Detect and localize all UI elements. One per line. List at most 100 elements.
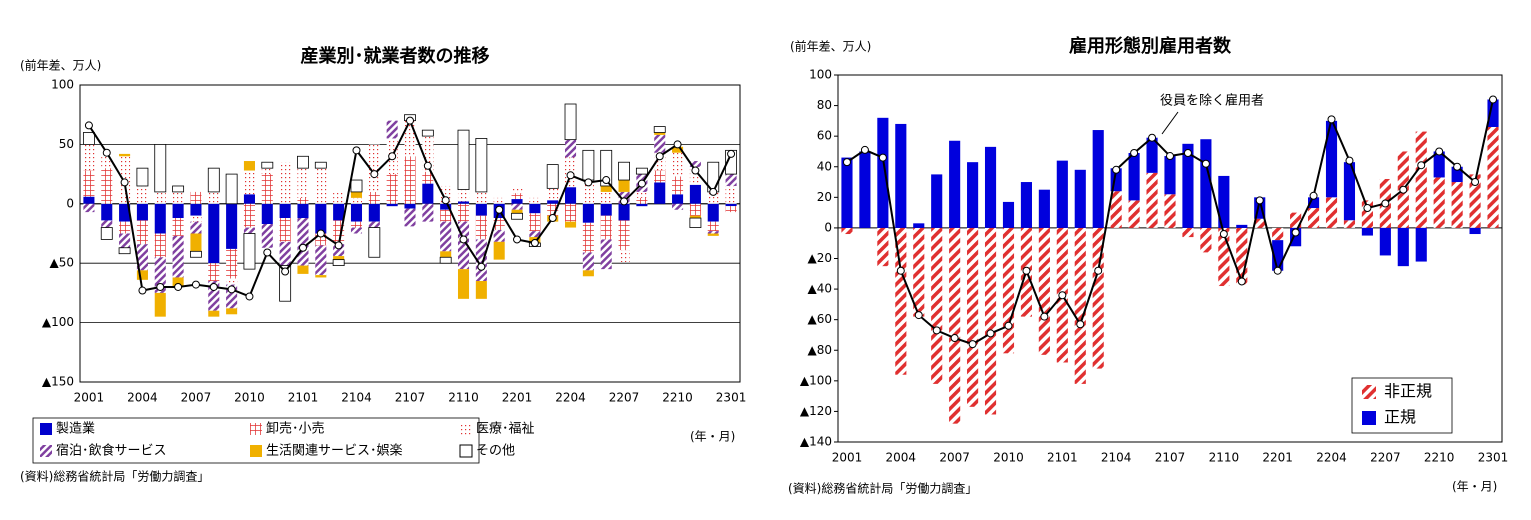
bar [190, 203, 202, 216]
bar [529, 213, 541, 232]
bar [1469, 174, 1481, 228]
bar [529, 203, 541, 214]
y-tick-label: 100 [809, 68, 832, 82]
x-tick-label: 2007 [939, 451, 970, 465]
bar [350, 221, 363, 228]
bar [333, 203, 345, 221]
bar [564, 103, 577, 141]
bar [208, 310, 220, 317]
x-tick-label: 2107 [395, 391, 426, 405]
bar [368, 144, 380, 192]
line-marker [1058, 291, 1067, 300]
line-marker [602, 176, 611, 185]
y-tick-label: ▲40 [808, 282, 833, 296]
x-tick-label: 2201 [1262, 451, 1293, 465]
bar [493, 218, 505, 230]
bar [582, 252, 594, 271]
bar [1451, 182, 1463, 228]
line-marker [709, 187, 718, 196]
bar [421, 129, 434, 137]
bar [172, 203, 184, 219]
bar [1415, 131, 1427, 228]
bar [493, 241, 505, 260]
bar [1290, 212, 1302, 228]
bar [225, 173, 238, 205]
bar [582, 180, 594, 204]
line-marker [1453, 162, 1462, 171]
line-marker [1471, 178, 1480, 187]
bar [243, 233, 256, 270]
bar [1038, 227, 1050, 355]
bar [689, 161, 701, 167]
legend-label: 正規 [1384, 408, 1416, 427]
y-tick-label: 0 [66, 196, 74, 210]
x-tick-label: 2010 [234, 391, 265, 405]
bar [279, 265, 292, 302]
bar [931, 227, 943, 384]
bar [136, 167, 149, 187]
x-tick-label: 2004 [886, 451, 917, 465]
bar [1254, 197, 1266, 219]
line-marker [138, 286, 147, 295]
bar [457, 269, 470, 299]
bar [261, 223, 273, 248]
x-tick-label: 2010 [993, 451, 1024, 465]
x-tick-label: 2110 [448, 391, 479, 405]
line-marker [406, 116, 414, 125]
legend-swatch [1362, 385, 1376, 399]
y-tick-label: 0 [824, 220, 832, 234]
line-marker [1345, 156, 1354, 165]
bar [636, 197, 648, 204]
line-marker [530, 239, 539, 248]
bar [654, 170, 666, 183]
bar [1110, 168, 1122, 192]
bar [636, 203, 648, 207]
y-tick-label: ▲100 [800, 373, 832, 387]
line-marker [1327, 115, 1336, 124]
x-tick-label: 2001 [74, 391, 105, 405]
line-marker [842, 158, 851, 167]
line-marker [1489, 95, 1498, 104]
line-marker [896, 266, 905, 275]
bar [707, 231, 719, 234]
line-marker [370, 170, 379, 179]
bar [1415, 227, 1427, 262]
legend-swatch [40, 445, 52, 457]
line-annotation: 役員を除く雇用者 [1160, 93, 1264, 109]
bar [895, 227, 907, 375]
bar [243, 227, 255, 234]
bar [261, 203, 273, 224]
bar [707, 221, 719, 232]
bar [1146, 137, 1158, 173]
bar [967, 162, 979, 228]
line-marker [878, 153, 887, 162]
bar [297, 265, 309, 274]
line-marker [156, 282, 165, 291]
y-tick-label: ▲80 [808, 343, 833, 357]
line-marker [655, 152, 664, 161]
bar [172, 277, 184, 287]
line-marker [316, 229, 325, 238]
x-tick-label: 2210 [1424, 451, 1455, 465]
bar [1308, 208, 1320, 228]
line-marker [548, 214, 557, 223]
bar [1074, 169, 1086, 228]
line-marker [477, 262, 486, 271]
line-marker [914, 311, 923, 320]
bar [315, 233, 327, 246]
bar [689, 184, 701, 204]
bar [208, 203, 220, 264]
bar [226, 203, 238, 249]
x-tick-label: 2104 [1101, 451, 1132, 465]
line-marker [174, 282, 183, 291]
bar [154, 143, 167, 193]
bar [511, 187, 523, 194]
bar [949, 140, 961, 228]
bar [707, 203, 719, 222]
bar [1361, 200, 1373, 228]
bar [190, 215, 202, 222]
y-tick-label: 60 [817, 129, 832, 143]
chart-title: 雇用形態別雇用者数 [1069, 35, 1232, 57]
bar [618, 250, 630, 263]
